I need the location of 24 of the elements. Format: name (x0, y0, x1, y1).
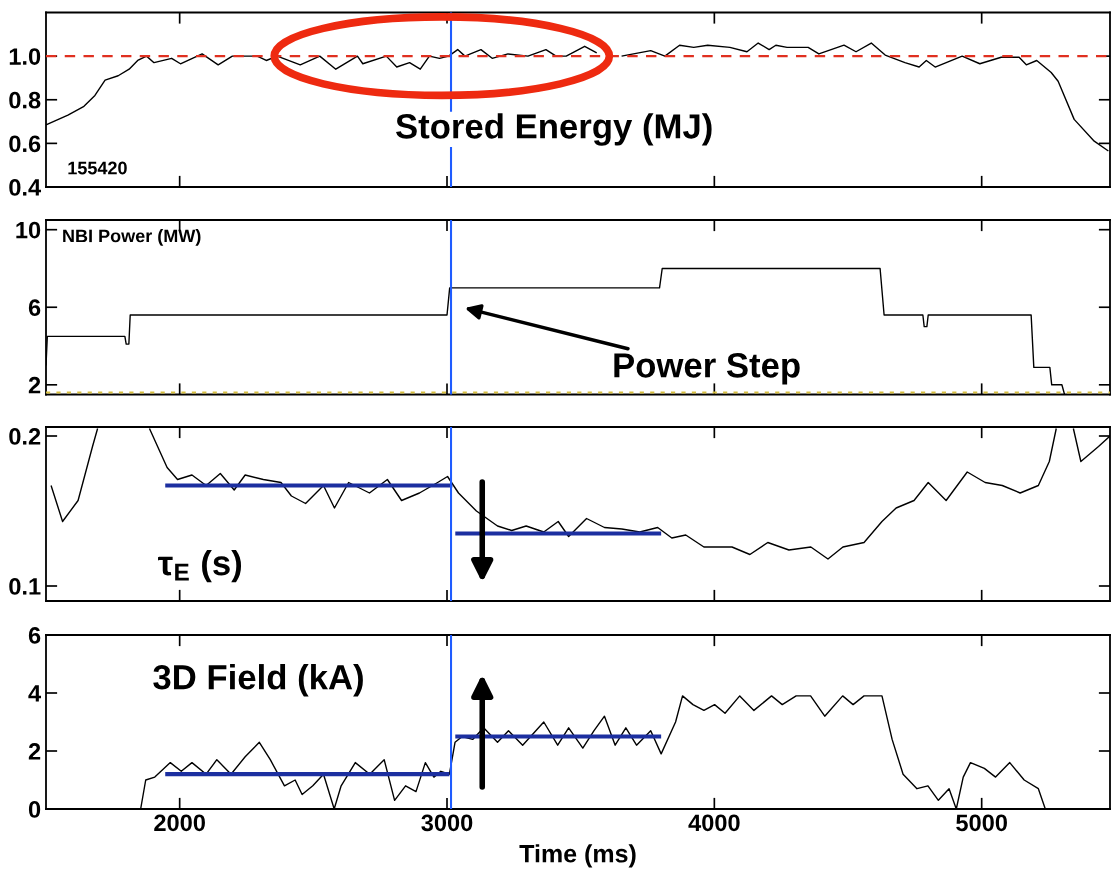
annotation: Power Step (614, 353, 800, 385)
y-tick-label: 6 (28, 627, 41, 644)
y-tick-label: 0.6 (9, 135, 41, 153)
x-tick-label: 3000 (421, 814, 473, 832)
y-tick-label: 0.8 (9, 91, 41, 109)
y-tick-label: 2 (28, 743, 41, 760)
text: Stored Energy (MJ) (395, 113, 712, 146)
x-axis-title: Time (ms) (519, 844, 636, 868)
y-tick-label: 1.0 (9, 48, 41, 65)
x-tick-label: 2000 (154, 814, 205, 832)
y-tick-label: 6 (28, 299, 41, 317)
x-tick-label: 4000 (688, 814, 740, 832)
chart-title: NBI Power (MW) (63, 229, 201, 246)
text: τ$_{E}$ (s) (158, 549, 242, 583)
y-tick-label: 2 (28, 376, 41, 394)
y-tick-label: 0 (28, 801, 41, 818)
y-tick-label: 0.2 (9, 428, 41, 445)
y-tick-label: 0.4 (9, 179, 42, 196)
text: 3D Field (kA) (153, 664, 363, 697)
y-tick-label: 4 (28, 685, 42, 702)
x-tick-label: 5000 (956, 814, 1007, 832)
y-tick-label: 0.1 (9, 578, 41, 595)
annotation: 155420 (68, 161, 127, 175)
y-tick-label: 10 (16, 221, 41, 239)
